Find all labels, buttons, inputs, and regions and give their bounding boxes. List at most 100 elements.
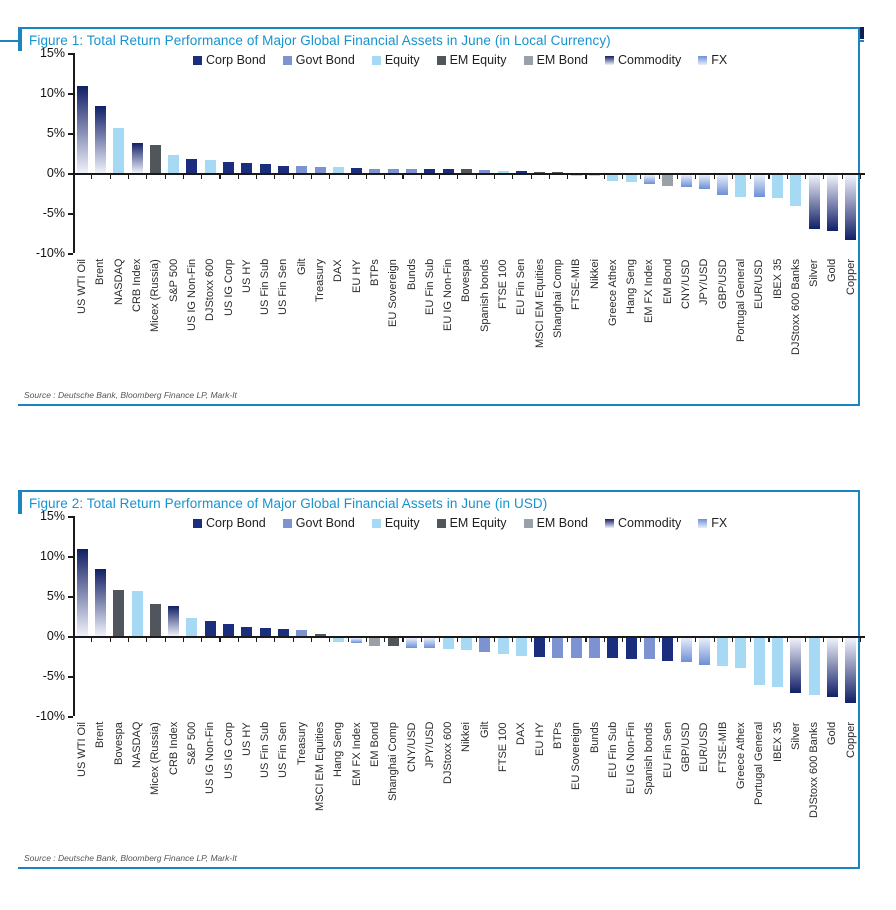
x-axis-label: Bovespa xyxy=(460,259,473,302)
x-tick xyxy=(274,637,276,642)
bar xyxy=(131,142,143,173)
x-tick xyxy=(731,174,733,179)
y-axis-label: 15% xyxy=(39,46,65,60)
x-axis-label: Nikkei xyxy=(460,722,473,752)
bar xyxy=(94,105,106,173)
x-tick xyxy=(695,637,697,642)
x-axis-label: Treasury xyxy=(314,259,327,302)
x-axis-label: Micex (Russia) xyxy=(149,722,162,795)
x-axis-label: Spanish bonds xyxy=(478,259,491,332)
y-tick xyxy=(68,53,73,55)
x-tick xyxy=(219,637,221,642)
x-tick xyxy=(640,637,642,642)
bar xyxy=(314,166,326,173)
x-axis-label: GBP/USD xyxy=(716,259,729,309)
bar xyxy=(497,170,509,173)
bar xyxy=(643,174,655,185)
x-tick xyxy=(512,174,514,179)
bar xyxy=(753,174,765,197)
legend-label: EM Bond xyxy=(536,53,588,67)
x-tick xyxy=(823,637,825,642)
bar xyxy=(698,174,710,189)
x-axis-label: NASDAQ xyxy=(112,259,125,306)
x-tick xyxy=(402,174,404,179)
x-axis-label: Bunds xyxy=(405,259,418,291)
legend-item: Corp Bond xyxy=(193,53,266,67)
bar xyxy=(186,158,198,173)
y-axis-label: 10% xyxy=(39,549,65,563)
x-axis-label: FTSE 100 xyxy=(497,259,510,309)
y-axis-label: 5% xyxy=(46,589,65,603)
bar xyxy=(570,174,582,176)
x-tick xyxy=(457,637,459,642)
x-axis-label: Spanish bonds xyxy=(643,722,656,795)
bar xyxy=(717,637,729,667)
x-axis-label: DAX xyxy=(515,722,528,745)
x-axis-label: Treasury xyxy=(295,722,308,765)
x-tick xyxy=(859,637,862,642)
x-tick xyxy=(750,174,752,179)
legend-swatch-fx xyxy=(698,518,708,528)
bar xyxy=(149,145,161,173)
x-tick xyxy=(676,637,679,642)
bar xyxy=(351,637,363,644)
x-tick xyxy=(127,174,130,179)
legend-item: Equity xyxy=(371,53,420,67)
bar xyxy=(625,637,637,660)
x-tick xyxy=(201,637,203,642)
x-axis-label: MSCI EM Equities xyxy=(533,259,546,349)
x-tick xyxy=(182,174,184,179)
bar xyxy=(241,627,253,636)
bar xyxy=(735,637,747,668)
x-tick xyxy=(567,637,569,642)
bar xyxy=(131,591,143,636)
x-axis-label: US HY xyxy=(240,722,253,756)
bar xyxy=(845,637,857,704)
x-axis-label: GBP/USD xyxy=(680,722,693,772)
x-axis-label: IBEX 35 xyxy=(771,722,784,763)
x-axis-label: EU HY xyxy=(350,259,363,293)
bar xyxy=(607,174,619,181)
y-axis-label: 15% xyxy=(39,509,65,523)
x-tick xyxy=(457,174,459,179)
bar xyxy=(204,160,216,173)
x-tick xyxy=(841,174,843,179)
bar xyxy=(460,169,472,173)
x-axis-label: IBEX 35 xyxy=(771,259,784,300)
legend-swatch-fx xyxy=(698,55,708,65)
bar xyxy=(552,172,564,173)
bar xyxy=(460,637,472,651)
x-tick xyxy=(640,174,642,179)
x-tick xyxy=(603,174,605,179)
x-axis-line xyxy=(73,173,865,175)
bar xyxy=(772,174,784,198)
x-tick xyxy=(805,637,807,642)
bar xyxy=(625,174,637,182)
x-tick xyxy=(237,637,239,642)
legend-swatch-corp_bond xyxy=(193,518,202,528)
x-axis-label: US Fin Sen xyxy=(277,259,290,316)
x-tick xyxy=(237,174,239,179)
x-tick xyxy=(475,174,477,179)
x-tick xyxy=(310,637,313,642)
legend-swatch-corp_bond xyxy=(193,55,202,65)
bar xyxy=(479,637,491,652)
bar xyxy=(149,604,161,636)
y-tick xyxy=(68,716,73,718)
x-tick xyxy=(347,174,349,179)
x-tick xyxy=(603,637,605,642)
y-axis-label: 10% xyxy=(39,86,65,100)
x-axis-label: Gilt xyxy=(295,259,308,276)
x-axis-label: S&P 500 xyxy=(167,259,180,303)
chart-legend: Corp Bond Govt Bond Equity EM Equity EM Bond… xyxy=(193,516,727,530)
bar xyxy=(790,174,802,206)
bar xyxy=(241,163,253,173)
x-tick xyxy=(823,174,825,179)
x-tick xyxy=(622,174,624,179)
figure-1-chart: 15% 10% 5% 0% -5% -10% US WTI Oil Brent NASDAQ CR… xyxy=(18,46,865,387)
x-tick xyxy=(219,174,221,179)
legend-swatch-em_bond xyxy=(523,518,533,528)
y-tick xyxy=(68,93,73,95)
x-axis-label: NASDAQ xyxy=(131,722,144,769)
x-axis-label: Bunds xyxy=(588,722,601,754)
